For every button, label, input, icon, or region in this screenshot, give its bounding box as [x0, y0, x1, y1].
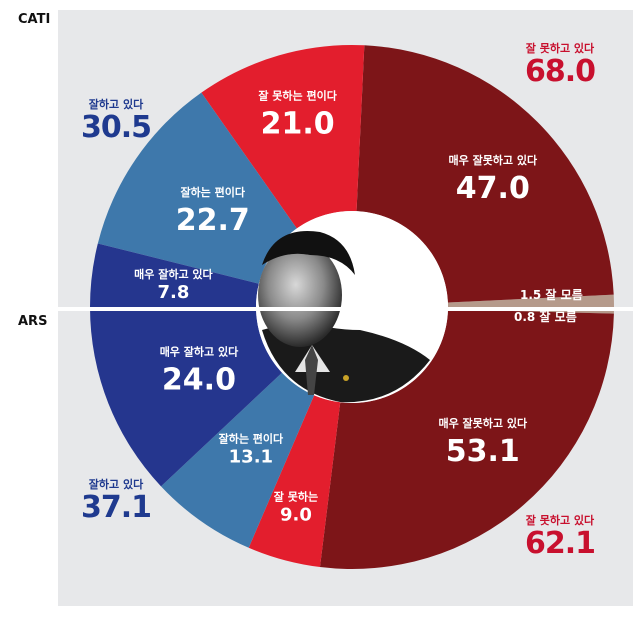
cati-slice-0: [356, 45, 614, 303]
ars-label-2: 잘하는 편이다 13.1: [219, 432, 284, 468]
ars-slice-3: [90, 307, 283, 487]
cati-label-2: 잘하는 편이다 22.7: [176, 185, 250, 238]
cati-good-summary: 잘하고 있다 30.5: [68, 96, 164, 144]
cati-label-4: 1.5 잘 모름: [520, 287, 583, 302]
cati-slice-4: [447, 294, 614, 307]
cati-slice-1: [201, 45, 365, 229]
ars-label-3: 매우 잘하고 있다 24.0: [160, 345, 239, 398]
cati-good-caption: 잘하고 있다: [88, 98, 144, 111]
cati-bad-summary: 잘 못하고 있다 68.0: [500, 40, 620, 88]
ars-good-caption: 잘하고 있다: [88, 478, 144, 491]
cati-slice-2: [97, 92, 297, 284]
ars-bad-value: 62.1: [524, 526, 596, 561]
section-divider: [0, 307, 643, 311]
ars-good-value: 37.1: [80, 490, 152, 525]
ars-bad-caption: 잘 못하고 있다: [525, 514, 595, 527]
ars-label-4: 0.8 잘 모름: [514, 309, 577, 324]
cati-label-3: 매우 잘하고 있다 7.8: [134, 267, 213, 303]
cati-label: CATI: [18, 12, 51, 27]
ars-label: ARS: [18, 314, 48, 329]
ars-slice-2: [161, 372, 315, 548]
ars-label-1: 잘 못하는 9.0: [274, 490, 318, 526]
cati-bad-value: 68.0: [524, 54, 596, 89]
cati-slice-3: [90, 243, 259, 307]
ars-slice-0: [319, 309, 614, 570]
cati-good-value: 30.5: [80, 110, 152, 145]
ars-label-0: 매우 잘못하고 있다 53.1: [438, 416, 527, 469]
ars-bad-summary: 잘 못하고 있다 62.1: [500, 512, 620, 560]
ars-slice-1: [248, 395, 341, 568]
cati-bad-caption: 잘 못하고 있다: [525, 42, 595, 55]
cati-label-0: 매우 잘못하고 있다 47.0: [449, 153, 538, 206]
ars-good-summary: 잘하고 있다 37.1: [68, 476, 164, 524]
cati-label-1: 잘 못하는 편이다 21.0: [258, 89, 337, 142]
